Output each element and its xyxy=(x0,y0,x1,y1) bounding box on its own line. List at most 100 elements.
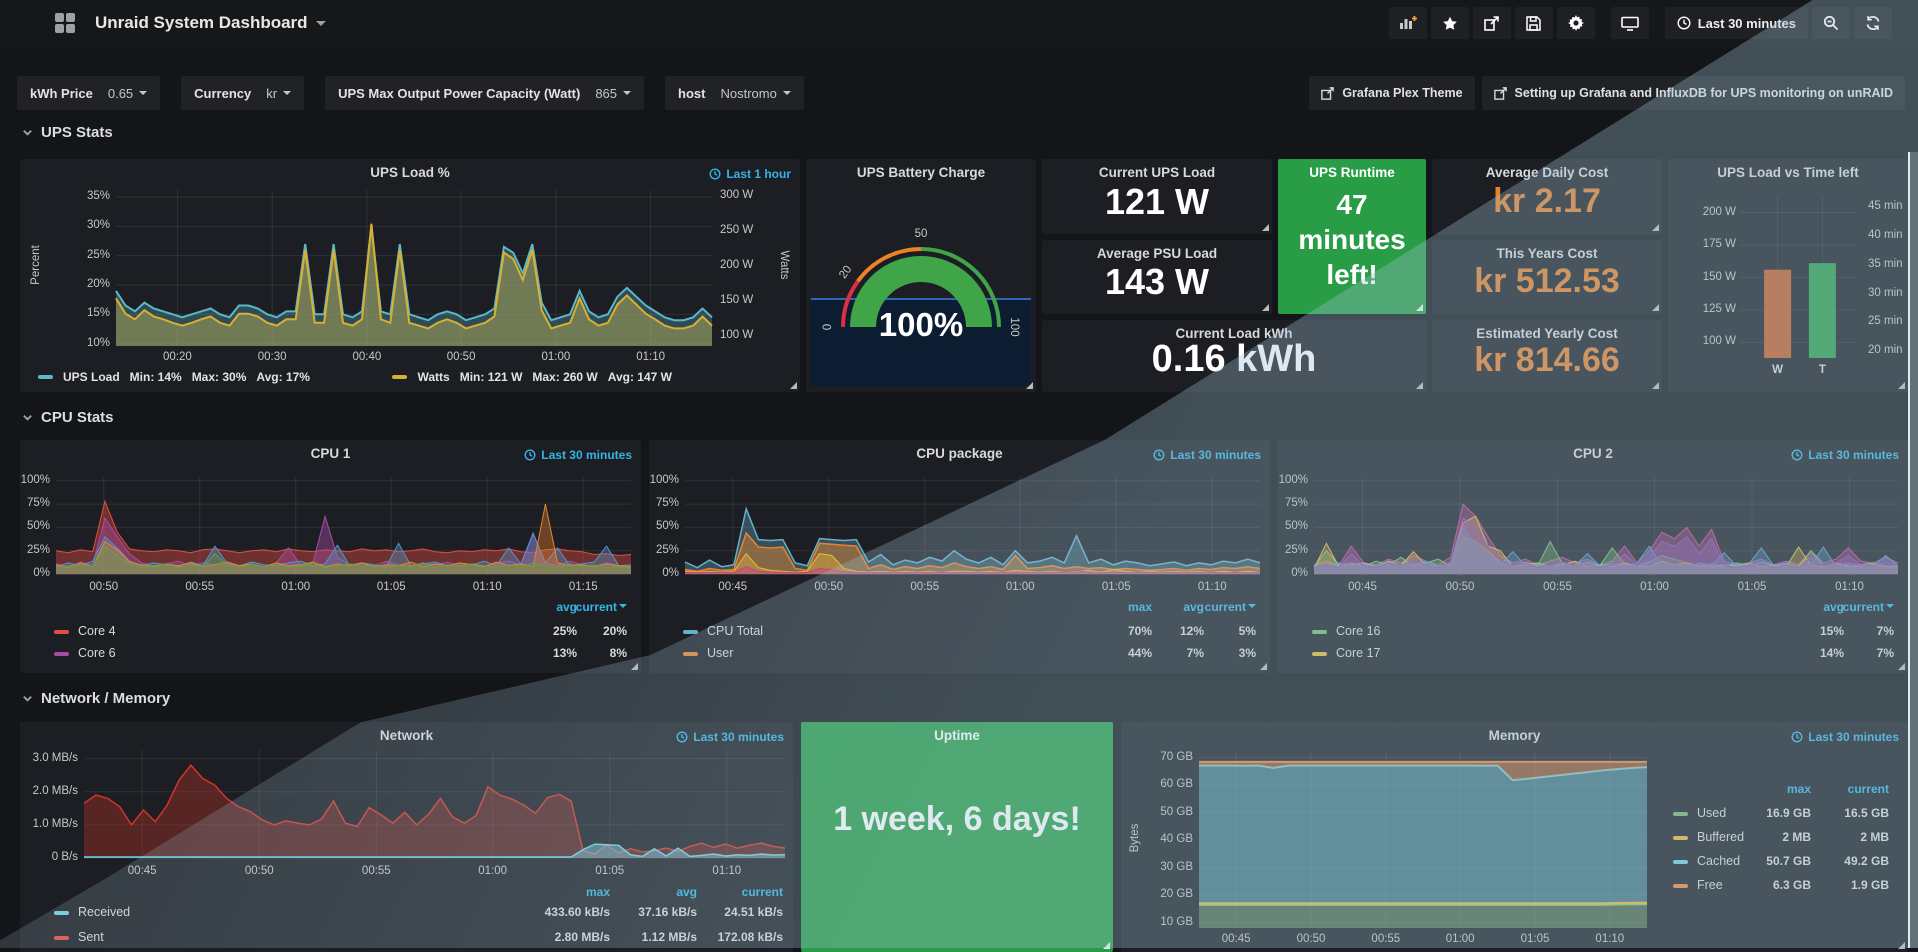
cpu-package-chart[interactable]: 100% 75% 50% 25% 0% 00:45 00:50 00:55 01:00 01:05… xyxy=(650,474,1261,593)
panel-title[interactable]: UPS Load % xyxy=(370,165,450,180)
resize-handle[interactable] xyxy=(1652,304,1659,311)
panel-time-range[interactable]: Last 30 minutes xyxy=(524,448,632,462)
legend-header-max[interactable]: max xyxy=(1786,782,1811,796)
legend-header-avg[interactable]: avg xyxy=(676,885,697,899)
legend-label[interactable]: Received xyxy=(78,905,131,919)
dashboard-grid-icon[interactable] xyxy=(55,13,75,33)
panel-time-range[interactable]: Last 30 minutes xyxy=(1791,448,1899,462)
var-value[interactable]: kr xyxy=(266,86,292,101)
var-ups-max-watt[interactable]: UPS Max Output Power Capacity (Watt) 865 xyxy=(325,76,645,110)
panel-title[interactable]: This Years Cost xyxy=(1496,246,1598,261)
add-panel-button[interactable] xyxy=(1388,7,1427,39)
tv-mode-button[interactable] xyxy=(1610,7,1649,39)
panel-title[interactable]: Estimated Yearly Cost xyxy=(1476,326,1618,341)
var-value[interactable]: Nostromo xyxy=(720,86,791,101)
legend-header-avg[interactable]: avg xyxy=(1183,600,1204,614)
legend-label[interactable]: Core 6 xyxy=(78,646,116,660)
legend-label[interactable]: User xyxy=(707,646,734,660)
legend-header-current[interactable]: current xyxy=(1847,782,1889,796)
legend-swatch[interactable] xyxy=(1673,884,1688,888)
legend-swatch[interactable] xyxy=(54,652,69,656)
legend-label[interactable]: Core 16 xyxy=(1336,624,1381,638)
legend-label[interactable]: Buffered xyxy=(1697,830,1745,844)
resize-handle[interactable] xyxy=(1103,942,1110,949)
legend-swatch[interactable] xyxy=(392,375,408,379)
legend-header-current[interactable]: current xyxy=(741,885,783,899)
network-chart[interactable]: 3.0 MB/s 2.0 MB/s 1.0 MB/s 0 B/s 00:45 00:50 0… xyxy=(33,750,786,877)
panel-time-range[interactable]: Last 1 hour xyxy=(709,167,791,181)
legend-swatch[interactable] xyxy=(1312,630,1327,634)
resize-handle[interactable] xyxy=(631,663,638,670)
battery-gauge-chart[interactable]: 0 20 50 100 xyxy=(806,159,1036,392)
panel-title[interactable]: Average Daily Cost xyxy=(1485,165,1609,180)
legend-swatch[interactable] xyxy=(683,652,698,656)
resize-handle[interactable] xyxy=(1026,382,1033,389)
legend-label[interactable]: Core 4 xyxy=(78,624,116,638)
legend-swatch[interactable] xyxy=(1312,652,1327,656)
panel-title[interactable]: Average PSU Load xyxy=(1096,246,1218,261)
panel-time-range[interactable]: Last 30 minutes xyxy=(676,730,784,744)
legend-swatch[interactable] xyxy=(1673,836,1688,840)
var-host[interactable]: host Nostromo xyxy=(665,76,804,110)
legend-header-current[interactable]: current xyxy=(1176,600,1256,614)
var-currency[interactable]: Currency kr xyxy=(181,76,305,110)
dashboard-title[interactable]: Unraid System Dashboard xyxy=(95,0,326,46)
panel-title[interactable]: Current UPS Load xyxy=(1098,165,1216,180)
section-cpu-stats[interactable]: CPU Stats xyxy=(22,409,114,426)
panel-title[interactable]: UPS Battery Charge xyxy=(856,165,986,180)
resize-handle[interactable] xyxy=(1262,304,1269,311)
var-value[interactable]: 865 xyxy=(595,86,632,101)
panel-title[interactable]: CPU 2 xyxy=(1573,446,1613,461)
legend-header-max[interactable]: max xyxy=(585,885,610,899)
resize-handle[interactable] xyxy=(1652,224,1659,231)
link-ups-monitoring-guide[interactable]: Setting up Grafana and InfluxDB for UPS … xyxy=(1481,76,1905,110)
legend-header-avg[interactable]: avg xyxy=(1823,600,1844,614)
legend-label[interactable]: Sent xyxy=(78,930,104,944)
legend-swatch[interactable] xyxy=(54,630,69,634)
legend-header-current[interactable]: current xyxy=(547,600,627,614)
legend-swatch[interactable] xyxy=(54,911,69,915)
legend-label[interactable]: Free xyxy=(1697,878,1723,892)
ups-load-chart[interactable]: 35% 30% 25% 20% 15% 10% 300 W 250 W 200 W 150 W 10… xyxy=(87,189,753,363)
settings-button[interactable] xyxy=(1556,7,1595,39)
link-grafana-plex-theme[interactable]: Grafana Plex Theme xyxy=(1309,76,1475,110)
legend-swatch[interactable] xyxy=(1673,812,1688,816)
legend-label[interactable]: Core 17 xyxy=(1336,646,1381,660)
legend-label[interactable]: Watts xyxy=(417,370,450,384)
cpu2-chart[interactable]: 100% 75% 50% 25% 0% 00:45 00:50 00:55 01:00 01:05… xyxy=(1279,474,1899,593)
legend-header-avg[interactable]: avg xyxy=(556,600,577,614)
resize-handle[interactable] xyxy=(1262,224,1269,231)
memory-chart[interactable]: 70 GB 60 GB 50 GB 40 GB 30 GB 20 GB 10 GB 00:45… xyxy=(1160,751,1648,945)
var-kwh-price[interactable]: kWh Price 0.65 xyxy=(17,76,161,110)
refresh-button[interactable] xyxy=(1854,7,1892,39)
panel-title[interactable]: Network xyxy=(379,728,434,743)
section-ups-stats[interactable]: UPS Stats xyxy=(22,124,113,141)
legend-swatch[interactable] xyxy=(1673,860,1688,864)
resize-handle[interactable] xyxy=(1652,382,1659,389)
resize-handle[interactable] xyxy=(790,382,797,389)
panel-title[interactable]: Current Load kWh xyxy=(1175,326,1293,341)
legend-swatch[interactable] xyxy=(54,936,69,940)
resize-handle[interactable] xyxy=(1898,663,1905,670)
legend-label[interactable]: UPS Load xyxy=(63,370,120,384)
resize-handle[interactable] xyxy=(1416,304,1423,311)
cpu1-chart[interactable]: 100% 75% 50% 25% 0% 00:50 00:55 01:00 01:05 01:10… xyxy=(21,474,632,593)
legend-swatch[interactable] xyxy=(683,630,698,634)
panel-time-range[interactable]: Last 30 minutes xyxy=(1153,448,1261,462)
zoom-out-button[interactable] xyxy=(1812,7,1850,39)
star-button[interactable] xyxy=(1430,7,1469,39)
panel-title[interactable]: CPU package xyxy=(916,446,1003,461)
legend-header-current[interactable]: current xyxy=(1814,600,1894,614)
time-range-picker[interactable]: Last 30 minutes xyxy=(1664,7,1808,39)
legend-label[interactable]: Used xyxy=(1697,806,1727,820)
resize-handle[interactable] xyxy=(1416,382,1423,389)
panel-title[interactable]: UPS Load vs Time left xyxy=(1717,165,1859,180)
panel-title[interactable]: Memory xyxy=(1488,728,1541,743)
scrollbar[interactable] xyxy=(1908,152,1918,948)
ups-vs-time-chart[interactable]: W T 200 W 175 W 150 W 125 W 100 W 45 min 40 min 3… xyxy=(1703,197,1903,376)
var-value[interactable]: 0.65 xyxy=(108,86,148,101)
resize-handle[interactable] xyxy=(1898,942,1905,949)
section-network-memory[interactable]: Network / Memory xyxy=(22,690,170,707)
panel-title[interactable]: CPU 1 xyxy=(310,446,351,461)
resize-handle[interactable] xyxy=(1260,663,1267,670)
